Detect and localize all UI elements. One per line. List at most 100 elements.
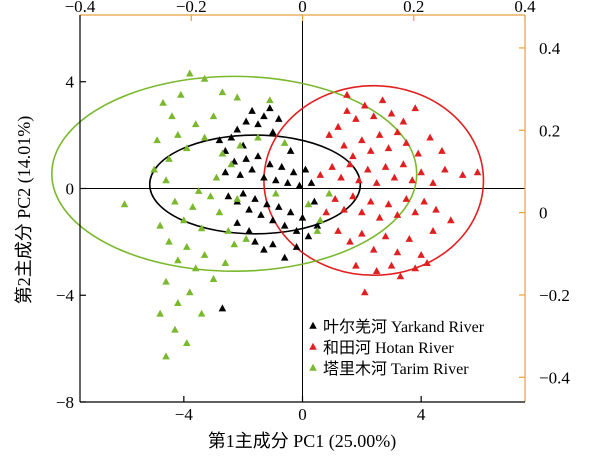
data-point [426,133,434,141]
legend-label: 塔里木河 Tarim River [323,360,469,378]
top-tick-label: 0 [298,0,307,16]
data-point [429,226,437,234]
data-point [352,114,360,122]
legend-label: 和田河 Hotan River [323,339,454,357]
data-point [325,189,333,197]
data-point [387,109,396,117]
series-yarkand-river [215,104,322,312]
y-tick-label: 4 [66,73,75,92]
y-tick-label: −8 [56,393,74,412]
data-point [272,189,280,197]
data-point [206,192,215,200]
data-point [165,237,173,245]
data-point [233,218,242,226]
legend-marker [309,363,317,371]
data-point [153,136,161,144]
data-point [458,170,467,178]
data-point [274,202,283,210]
data-point [292,243,301,250]
data-point [346,237,354,245]
data-point [346,160,354,168]
data-point [384,200,393,208]
data-point [269,240,277,248]
ellipse-tarim-river [51,75,418,273]
data-point [358,229,366,237]
data-point [286,208,295,216]
data-point [197,224,206,232]
data-point [343,106,351,114]
data-point [174,299,182,306]
data-point [396,272,405,280]
data-point [366,197,375,205]
series-hotan-river [316,90,482,296]
data-point [180,216,188,224]
right-tick-label: −0.4 [539,368,570,387]
data-point [165,154,173,162]
data-point [417,251,425,258]
data-point [331,194,339,202]
data-point [349,192,357,200]
right-tick-label: 0 [539,204,548,223]
data-point [328,162,336,170]
legend: 叶尔羌河 Yarkand River 和田河 Hotan River 塔里木河 Ta… [309,318,485,378]
data-point [363,165,372,173]
data-point [233,194,242,202]
data-point [215,136,224,144]
data-point [304,232,313,240]
data-point [200,251,209,258]
data-point [215,208,224,216]
top-tick-label: −0.4 [65,0,96,16]
right-tick-label: 0.2 [539,121,560,140]
data-point [269,216,277,224]
series-tarim-river [120,69,333,360]
data-point [369,245,378,253]
data-point [375,130,384,138]
data-point [224,226,233,234]
data-point [227,160,236,168]
data-point [236,170,244,178]
data-point [177,90,185,98]
data-point [408,176,417,184]
data-point [248,165,256,173]
data-point [304,200,313,208]
data-point [183,243,191,250]
y-tick-label: 0 [66,179,75,198]
data-point [266,96,274,104]
top-tick-label: −0.2 [176,0,207,16]
data-point [358,136,366,144]
data-point [438,146,446,154]
data-point [197,309,206,317]
data-point [283,178,292,186]
data-point [361,101,369,109]
data-point [162,176,170,184]
data-point [292,226,301,234]
data-point [384,144,393,152]
data-point [221,259,230,266]
data-point [200,74,209,82]
data-point [212,173,221,181]
data-point [257,210,265,218]
data-point [307,178,316,186]
data-point [260,173,268,181]
data-point [280,253,289,261]
data-point [159,98,167,106]
data-point [316,216,325,224]
data-point [162,352,170,360]
data-point [254,152,262,160]
data-point [337,173,345,181]
data-point [414,149,422,157]
data-point [420,197,428,205]
data-point [191,120,200,128]
data-point [254,133,262,141]
data-point [188,202,197,210]
legend-marker [309,321,317,329]
data-point [224,192,233,200]
data-point [191,264,200,272]
data-point [429,178,437,186]
data-point [236,141,244,149]
x-tick-label: −4 [175,405,194,424]
data-point [239,189,247,197]
data-point [218,149,227,157]
data-point [405,234,414,242]
data-point [366,146,375,154]
